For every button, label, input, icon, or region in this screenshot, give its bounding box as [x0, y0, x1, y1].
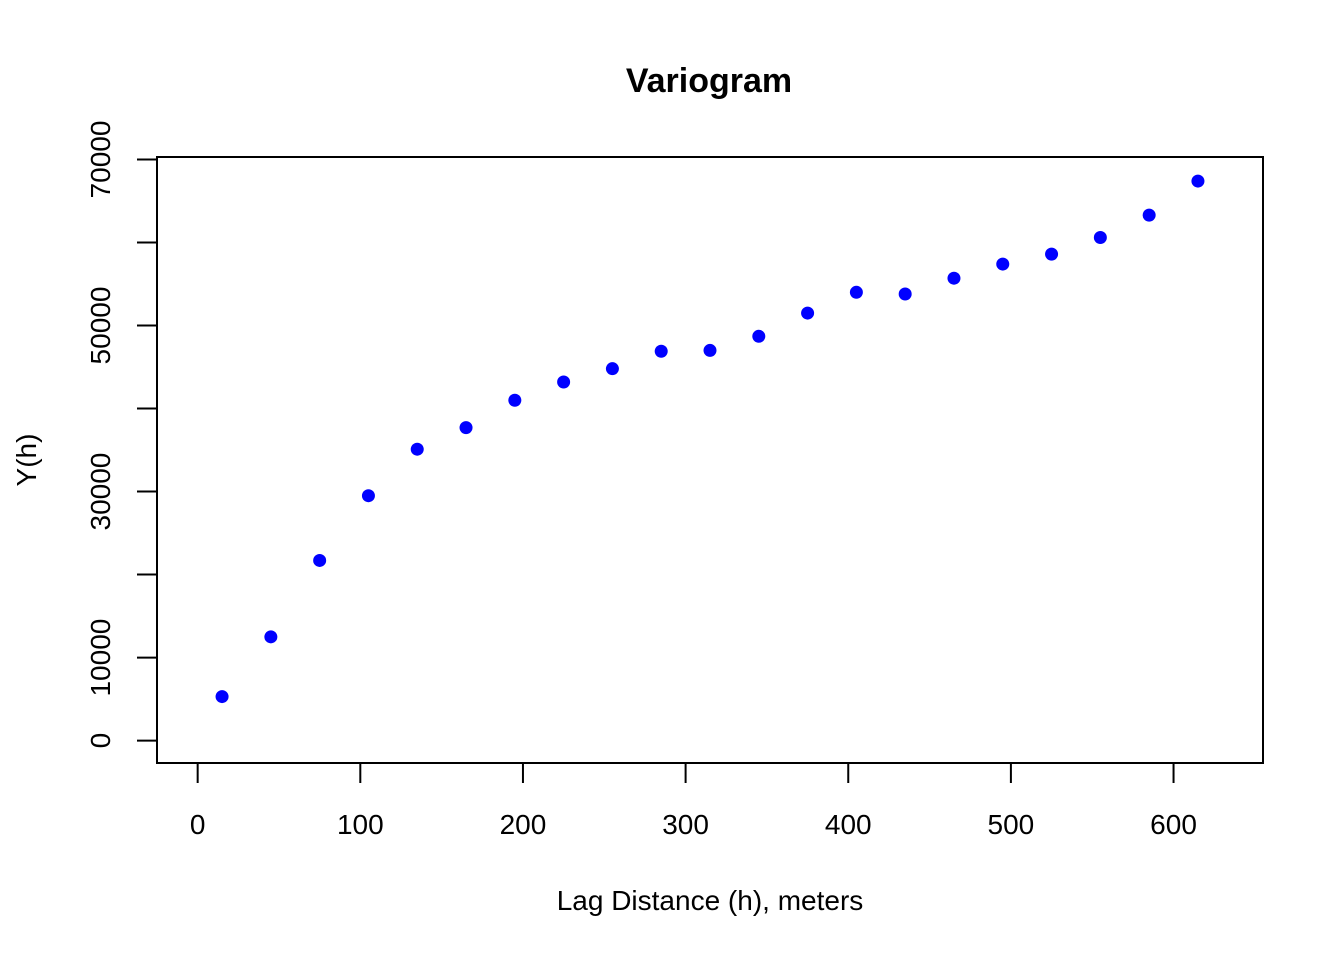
data-point — [801, 306, 815, 320]
y-axis: 0 10000 30000 50000 70000 — [85, 121, 158, 749]
data-point — [605, 362, 619, 376]
x-axis-label: Lag Distance (h), meters — [557, 885, 864, 916]
data-point — [654, 344, 668, 358]
data-point — [313, 553, 327, 567]
data-point — [752, 329, 766, 343]
x-tick-label: 400 — [825, 809, 872, 840]
x-tick-label: 600 — [1150, 809, 1197, 840]
x-tick-label: 300 — [662, 809, 709, 840]
data-point — [898, 287, 912, 301]
y-axis-label: Y(h) — [11, 434, 42, 487]
y-tick-label: 70000 — [85, 121, 116, 199]
plot-frame — [156, 156, 1264, 764]
x-tick-label: 100 — [337, 809, 384, 840]
data-point — [849, 285, 863, 299]
data-point — [1093, 231, 1107, 245]
data-point — [947, 271, 961, 285]
data-point — [459, 421, 473, 435]
data-points — [215, 174, 1205, 704]
x-tick-label: 500 — [988, 809, 1035, 840]
data-point — [508, 393, 522, 407]
y-tick-label: 50000 — [85, 287, 116, 365]
x-tick-label: 0 — [190, 809, 206, 840]
data-point — [361, 489, 375, 503]
data-point — [264, 630, 278, 644]
y-tick-label: 10000 — [85, 619, 116, 697]
data-point — [1142, 208, 1156, 222]
y-tick-label: 30000 — [85, 453, 116, 531]
data-point — [1191, 174, 1205, 188]
data-point — [1045, 247, 1059, 261]
x-tick-label: 200 — [500, 809, 547, 840]
data-point — [996, 257, 1010, 271]
chart-title: Variogram — [626, 62, 792, 100]
data-point — [410, 442, 424, 456]
y-tick-label: 0 — [85, 733, 116, 749]
data-point — [215, 690, 229, 704]
data-point — [557, 375, 571, 389]
data-point — [703, 343, 717, 357]
x-axis: 0 100 200 300 400 500 600 — [190, 762, 1197, 840]
